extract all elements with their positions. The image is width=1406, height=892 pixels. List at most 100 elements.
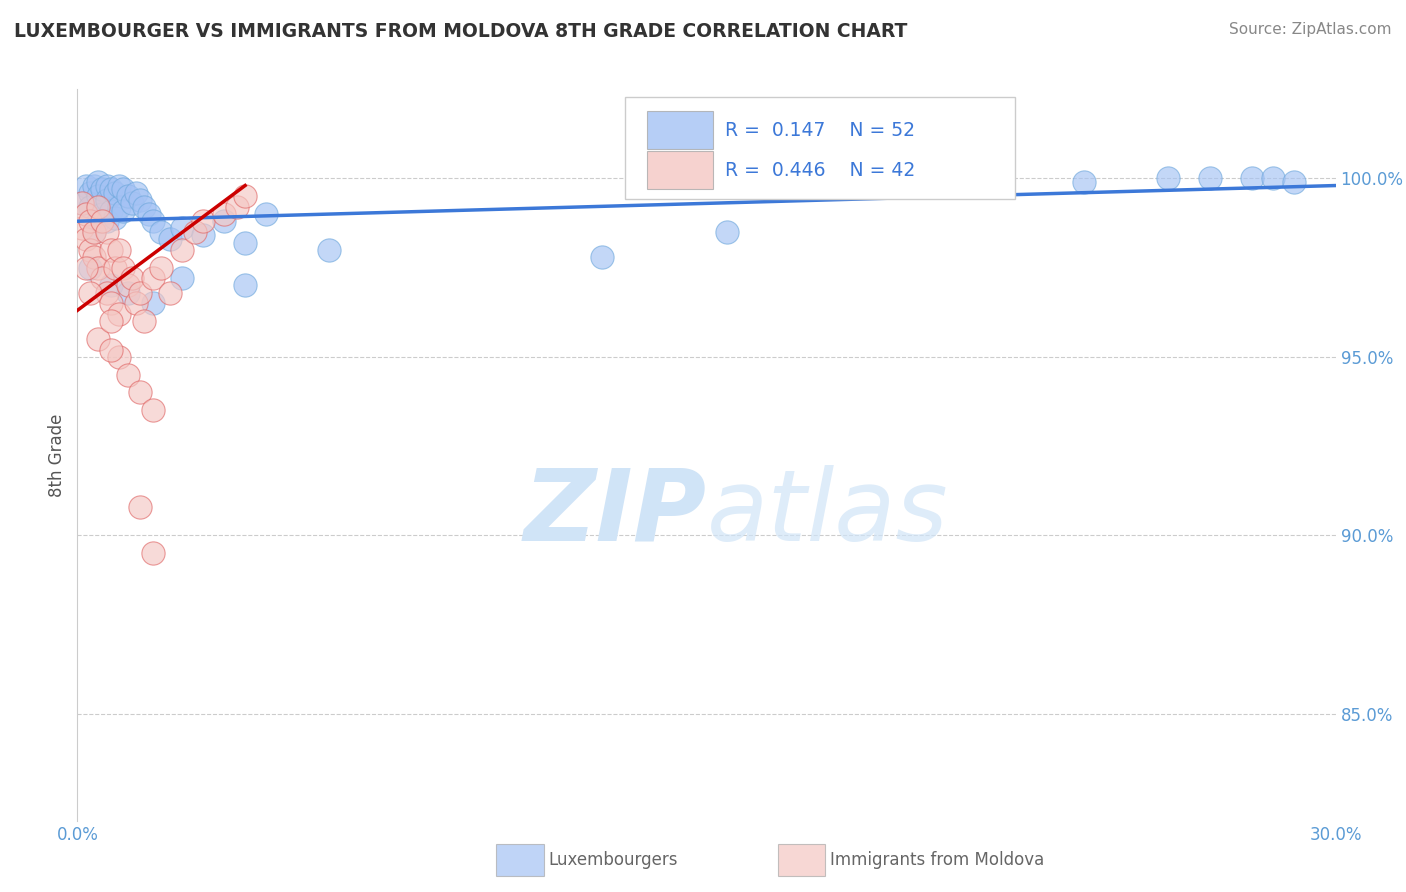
- Point: [108, 200, 131, 214]
- Point: [134, 314, 156, 328]
- Point: [129, 500, 152, 514]
- Point: [79, 214, 101, 228]
- FancyBboxPatch shape: [624, 96, 1015, 199]
- Point: [108, 178, 131, 193]
- Point: [125, 296, 148, 310]
- Point: [112, 182, 135, 196]
- Point: [79, 285, 101, 300]
- Point: [191, 214, 215, 228]
- Text: LUXEMBOURGER VS IMMIGRANTS FROM MOLDOVA 8TH GRADE CORRELATION CHART: LUXEMBOURGER VS IMMIGRANTS FROM MOLDOVA …: [14, 22, 907, 41]
- Point: [150, 260, 173, 275]
- Text: ZIP: ZIP: [523, 465, 707, 562]
- Point: [142, 296, 165, 310]
- Point: [75, 207, 97, 221]
- Point: [117, 285, 139, 300]
- Point: [129, 285, 152, 300]
- Text: Luxembourgers: Luxembourgers: [548, 851, 678, 869]
- Point: [104, 186, 127, 200]
- Text: atlas: atlas: [707, 465, 948, 562]
- Point: [988, 178, 1011, 193]
- Point: [112, 203, 135, 218]
- Point: [91, 271, 114, 285]
- Point: [87, 214, 110, 228]
- Point: [121, 271, 143, 285]
- Point: [79, 200, 101, 214]
- Point: [100, 203, 122, 218]
- Text: Immigrants from Moldova: Immigrants from Moldova: [830, 851, 1043, 869]
- Point: [1261, 171, 1284, 186]
- Point: [716, 225, 738, 239]
- Point: [79, 260, 101, 275]
- Point: [1073, 175, 1095, 189]
- Point: [87, 260, 110, 275]
- FancyBboxPatch shape: [647, 152, 713, 189]
- Point: [83, 250, 105, 264]
- Point: [233, 235, 256, 250]
- Point: [125, 186, 148, 200]
- Point: [108, 243, 131, 257]
- Point: [142, 214, 165, 228]
- Point: [142, 546, 165, 560]
- Point: [87, 200, 110, 214]
- Point: [142, 403, 165, 417]
- Point: [172, 243, 194, 257]
- Point: [100, 343, 122, 357]
- Point: [212, 207, 235, 221]
- Point: [100, 314, 122, 328]
- Point: [83, 225, 105, 239]
- Point: [108, 350, 131, 364]
- Text: R =  0.147    N = 52: R = 0.147 N = 52: [725, 120, 915, 140]
- Point: [96, 193, 118, 207]
- Point: [1199, 171, 1222, 186]
- Point: [212, 214, 235, 228]
- Point: [591, 250, 613, 264]
- Point: [104, 260, 127, 275]
- Point: [233, 278, 256, 293]
- Point: [233, 189, 256, 203]
- Point: [100, 296, 122, 310]
- Point: [91, 207, 114, 221]
- Point: [100, 182, 122, 196]
- Point: [87, 189, 110, 203]
- Point: [159, 285, 181, 300]
- Point: [172, 271, 194, 285]
- Point: [75, 232, 97, 246]
- Point: [87, 332, 110, 346]
- Y-axis label: 8th Grade: 8th Grade: [48, 413, 66, 497]
- Point: [117, 368, 139, 382]
- Point: [318, 243, 340, 257]
- Point: [108, 307, 131, 321]
- Point: [96, 225, 118, 239]
- Point: [100, 278, 122, 293]
- Point: [184, 225, 207, 239]
- Point: [70, 221, 93, 235]
- Point: [1157, 171, 1180, 186]
- Point: [83, 178, 105, 193]
- Point: [75, 260, 97, 275]
- Point: [1240, 171, 1263, 186]
- Point: [117, 278, 139, 293]
- Point: [150, 225, 173, 239]
- Point: [254, 207, 277, 221]
- Point: [91, 182, 114, 196]
- Point: [138, 207, 160, 221]
- Point: [75, 178, 97, 193]
- Point: [134, 200, 156, 214]
- Point: [129, 193, 152, 207]
- Point: [172, 221, 194, 235]
- Point: [96, 214, 118, 228]
- Point: [1282, 175, 1305, 189]
- Point: [225, 200, 247, 214]
- Point: [70, 196, 93, 211]
- Point: [79, 243, 101, 257]
- Point: [91, 214, 114, 228]
- Point: [96, 285, 118, 300]
- Point: [104, 211, 127, 225]
- Point: [79, 186, 101, 200]
- Point: [159, 232, 181, 246]
- Point: [117, 189, 139, 203]
- Text: Source: ZipAtlas.com: Source: ZipAtlas.com: [1229, 22, 1392, 37]
- Point: [83, 225, 105, 239]
- Point: [112, 260, 135, 275]
- FancyBboxPatch shape: [647, 112, 713, 149]
